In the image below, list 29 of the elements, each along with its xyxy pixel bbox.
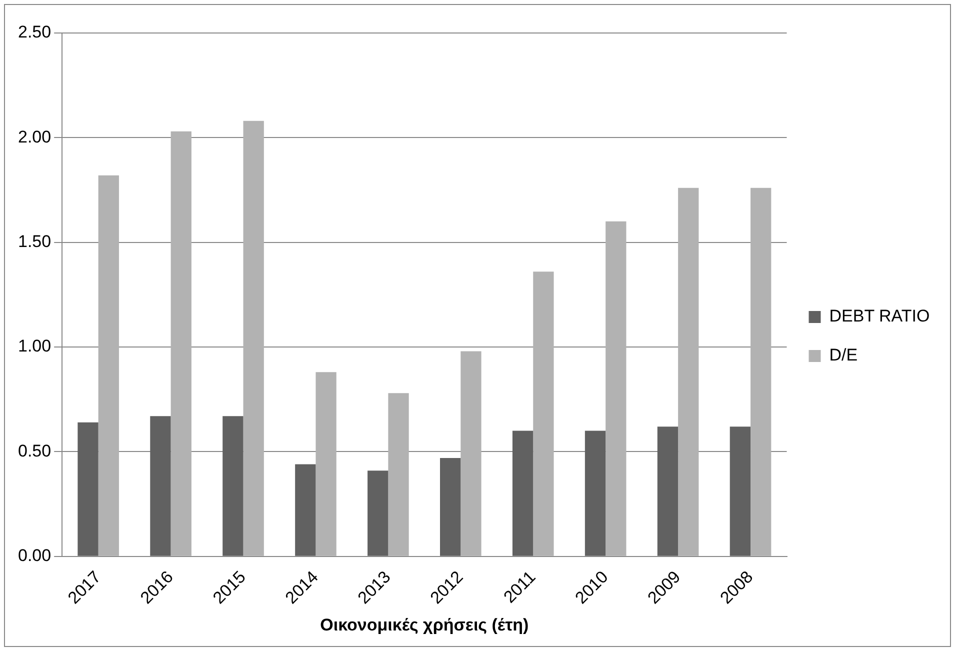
y-tick-label: 2.50 (18, 22, 52, 42)
y-tick-label: 0.00 (18, 546, 52, 566)
bar (316, 372, 336, 556)
y-tick-label: 1.50 (18, 232, 52, 252)
bar (222, 416, 244, 556)
legend-label: DEBT RATIO (829, 306, 930, 326)
bar (295, 464, 316, 556)
bar (512, 430, 534, 556)
bar (584, 430, 606, 556)
bar (678, 188, 699, 556)
legend-label: D/E (829, 346, 858, 365)
bar (460, 351, 482, 556)
bar (750, 188, 772, 556)
y-tick-label: 0.50 (18, 441, 52, 460)
bar (98, 175, 119, 556)
x-axis-title: Οικονομικές χρήσεις (έτη) (320, 615, 529, 634)
bar (170, 131, 192, 556)
y-tick-label: 1.00 (18, 336, 52, 356)
bar (657, 426, 678, 556)
bar (388, 393, 409, 556)
bar (368, 470, 388, 556)
bar (78, 422, 98, 556)
bar (730, 426, 751, 556)
bar (533, 272, 554, 556)
bar (606, 221, 626, 556)
bar (440, 458, 461, 556)
bar (150, 416, 171, 556)
bar (243, 120, 264, 556)
y-tick-label: 2.00 (18, 127, 52, 146)
